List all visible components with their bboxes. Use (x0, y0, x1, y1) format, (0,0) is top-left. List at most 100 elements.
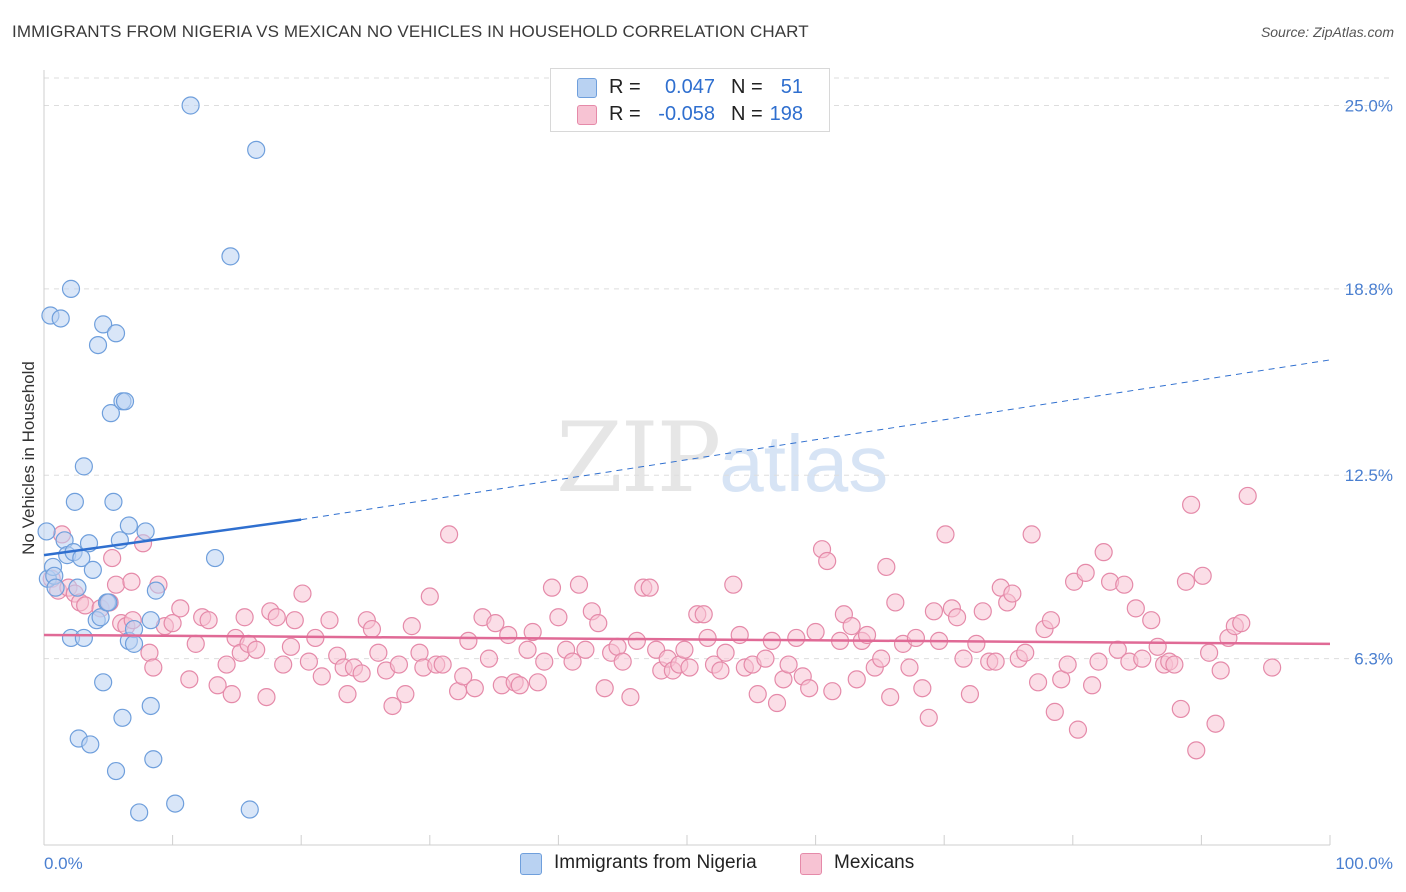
data-point (103, 548, 122, 568)
data-point (205, 548, 225, 568)
data-point (285, 611, 304, 630)
data-point (247, 140, 266, 159)
data-point (842, 617, 861, 636)
data-point (37, 522, 56, 541)
series-nigeria (37, 96, 266, 822)
data-point (613, 652, 632, 671)
data-point (235, 608, 254, 627)
data-point (499, 625, 518, 645)
watermark: ZIPatlas (556, 402, 888, 514)
data-point (694, 605, 713, 624)
data-point (338, 685, 357, 704)
data-point (459, 631, 478, 650)
data-point (675, 640, 694, 659)
legend-r-label: R = (609, 76, 641, 98)
data-point (402, 617, 421, 636)
data-point (94, 673, 113, 692)
y-axis-label: No Vehicles in Household (19, 361, 38, 555)
data-point (1028, 673, 1048, 692)
data-point (1206, 714, 1225, 733)
axes (43, 70, 1331, 846)
y-tick-label: 25.0% (1345, 96, 1393, 115)
data-point (1126, 599, 1145, 618)
data-point (274, 655, 293, 674)
data-point (181, 96, 200, 115)
grid-lines (44, 77, 1393, 660)
legend-r-value: -0.058 (658, 103, 715, 125)
data-point (563, 652, 582, 671)
data-point (208, 676, 227, 695)
data-point (369, 643, 388, 662)
legend-n-value: 198 (769, 103, 803, 125)
x-tick-min: 0.0% (44, 854, 83, 873)
data-point (967, 634, 986, 653)
series-mexicans (42, 486, 1282, 760)
data-point (144, 750, 163, 769)
watermark-atlas: atlas (719, 419, 889, 508)
data-point (1089, 652, 1108, 671)
data-point (61, 279, 81, 298)
data-point (680, 658, 699, 677)
data-point (94, 315, 113, 334)
data-point (818, 551, 837, 571)
y-tick-label: 12.5% (1345, 466, 1393, 485)
data-point (465, 679, 484, 698)
data-point (900, 658, 919, 677)
data-point (947, 608, 967, 627)
data-point (823, 682, 842, 701)
data-point (1171, 699, 1190, 719)
data-point (99, 593, 118, 612)
data-point (523, 622, 542, 642)
data-point (1148, 637, 1167, 656)
data-point (293, 584, 312, 603)
data-point (881, 687, 900, 707)
data-point (1165, 655, 1184, 674)
data-point (1082, 676, 1102, 695)
data-point (65, 492, 84, 511)
data-point (486, 614, 505, 633)
legend-row-mexicans: R = -0.058 N = 198 (551, 101, 829, 127)
data-point (257, 687, 276, 707)
data-point (640, 578, 659, 597)
data-point (787, 628, 806, 648)
data-point (954, 649, 973, 668)
data-point (510, 676, 529, 695)
data-point (1068, 720, 1088, 739)
data-point (857, 625, 877, 645)
x-tick-max: 100.0% (1335, 854, 1393, 873)
data-point (104, 492, 123, 511)
data-point (113, 708, 132, 727)
data-point (312, 667, 331, 686)
data-point (1193, 566, 1212, 585)
data-point (1041, 611, 1061, 630)
data-point (1133, 649, 1152, 668)
data-point (986, 652, 1005, 671)
legend-n-label: N = (731, 103, 763, 125)
data-point (711, 661, 730, 680)
data-point (627, 631, 646, 650)
data-point (1176, 572, 1196, 591)
trend-line-nigeria-extension (301, 359, 1331, 521)
data-point (973, 602, 992, 621)
data-point (362, 619, 382, 639)
y-tick-label: 18.8% (1345, 280, 1393, 299)
data-point (1211, 661, 1230, 680)
data-point (767, 693, 787, 713)
data-point (221, 247, 240, 266)
data-point (698, 628, 717, 648)
data-point (886, 593, 905, 612)
bottom-legend-label: Mexicans (834, 852, 915, 873)
data-point (535, 652, 554, 671)
data-point (542, 578, 562, 597)
data-point (163, 614, 182, 633)
data-point (122, 572, 141, 591)
data-point (724, 575, 743, 594)
data-point (924, 602, 944, 621)
data-point (1003, 584, 1022, 603)
data-point (124, 634, 144, 653)
data-point (569, 575, 589, 594)
data-point (396, 685, 415, 704)
data-point (906, 628, 926, 648)
data-point (1182, 495, 1201, 514)
